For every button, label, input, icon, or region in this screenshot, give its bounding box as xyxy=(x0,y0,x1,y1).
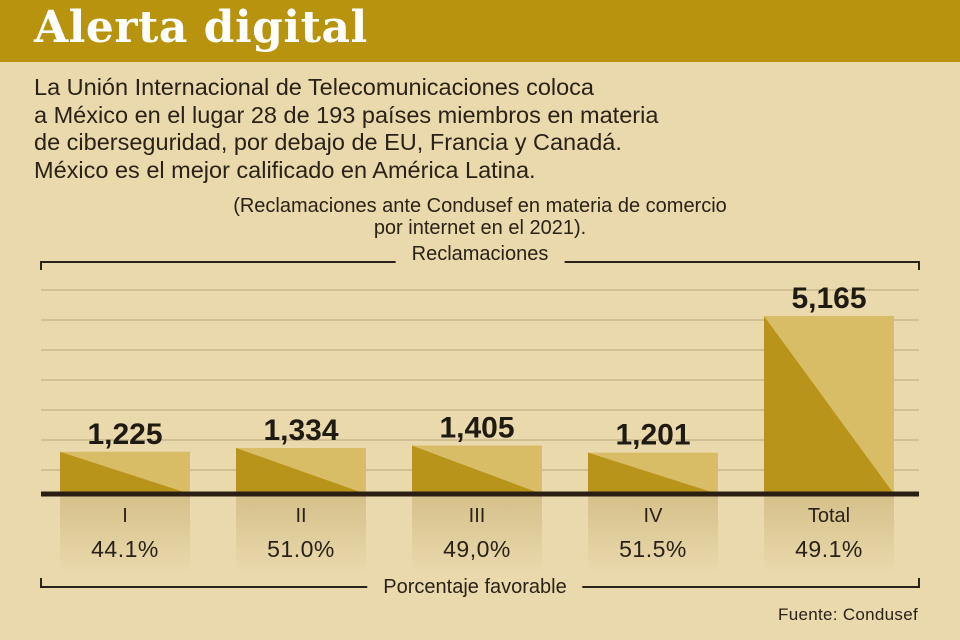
percent-label: 51.0% xyxy=(267,536,335,562)
label-panel xyxy=(588,494,718,574)
percent-label: 49.1% xyxy=(795,536,863,562)
label-panel xyxy=(764,494,894,574)
source-note: Fuente: Condusef xyxy=(778,605,918,624)
intro-line: La Unión Internacional de Telecomunicaci… xyxy=(34,74,595,100)
subtitle-line: (Reclamaciones ante Condusef en materia … xyxy=(233,195,727,217)
intro-line: a México en el lugar 28 de 193 países mi… xyxy=(34,101,659,128)
intro-line: México es el mejor calificado en América… xyxy=(34,156,536,183)
bar-value-label: 1,334 xyxy=(263,414,338,447)
bar-value-label: 1,201 xyxy=(615,419,690,452)
label-panel xyxy=(236,494,366,574)
category-label: IV xyxy=(644,505,664,527)
category-label: I xyxy=(122,505,128,527)
label-panel xyxy=(412,494,542,574)
bar-shade xyxy=(764,316,894,494)
bar-shade xyxy=(412,445,542,494)
bars: 1,225 I 44.1% 1,334 II 51.0% 1,405 III 49,0% 1,20… xyxy=(60,282,894,574)
subtitle-line: por internet en el 2021). xyxy=(373,217,587,239)
bar-shade xyxy=(236,448,366,494)
category-label: II xyxy=(295,505,306,527)
percent-label: 49,0% xyxy=(443,536,511,562)
bar-shade xyxy=(60,451,190,494)
chart-subtitle: (Reclamaciones ante Condusef en materia … xyxy=(80,195,880,239)
bar-shade xyxy=(588,452,718,494)
category-label: III xyxy=(469,505,486,527)
category-label: Total xyxy=(808,505,850,527)
bar-value-label: 1,225 xyxy=(87,418,162,451)
title-bar: Alerta digital xyxy=(0,0,960,62)
bar-value-label: 1,405 xyxy=(439,412,514,445)
label-panel xyxy=(60,494,190,574)
bottom-bracket-label: Porcentaje favorable xyxy=(367,576,583,599)
percent-label: 51.5% xyxy=(619,536,687,562)
intro-text: La Unión Internacional de Telecomunicaci… xyxy=(34,74,934,184)
bar-value-label: 5,165 xyxy=(791,282,866,315)
page-title: Alerta digital xyxy=(34,2,368,53)
intro-line: de ciberseguridad, por debajo de EU, Fra… xyxy=(34,129,622,155)
top-bracket-label: Reclamaciones xyxy=(395,243,565,266)
percent-label: 44.1% xyxy=(91,536,159,562)
